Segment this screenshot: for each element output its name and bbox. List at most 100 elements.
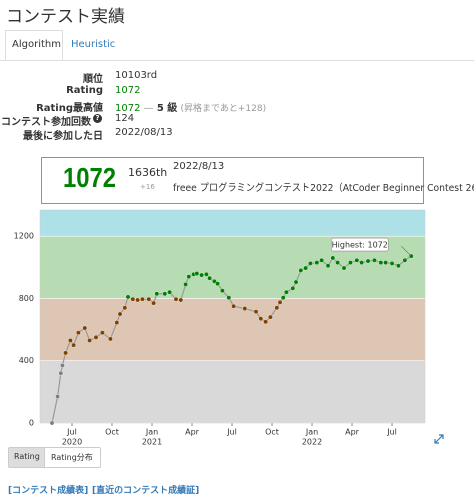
y-tick-label: 400: [19, 356, 34, 365]
latest-diff: +16: [140, 183, 155, 191]
rating-point: [135, 297, 141, 303]
x-tick-label: Jan: [305, 428, 318, 437]
rating-point: [396, 263, 401, 269]
rating-point: [76, 330, 81, 336]
rating-point: [308, 261, 313, 266]
rating-point: [303, 265, 309, 271]
tab-label[interactable]: Heuristic: [71, 39, 116, 50]
rating-point: [314, 260, 320, 266]
rating-point: [68, 338, 73, 343]
x-tick-label: Apr: [345, 428, 360, 437]
x-tick-label: Jul: [226, 428, 237, 437]
rating-point: [284, 289, 289, 295]
expand-icon[interactable]: [432, 432, 446, 446]
note: (昇格まであと+128): [180, 104, 267, 114]
rating-point: [173, 296, 179, 302]
annotation-leader: [401, 245, 412, 257]
rating-point: [277, 299, 283, 305]
page-title: コンテスト実績: [6, 7, 125, 27]
rating-band: [40, 298, 425, 361]
tab-label[interactable]: Algorithm: [12, 39, 61, 50]
annotation-label: Highest: 1072: [332, 241, 388, 250]
rating-point: [212, 278, 217, 284]
rating-point: [162, 291, 168, 297]
rating-point: [253, 309, 259, 315]
rating-point: [402, 257, 408, 263]
rating-point: [325, 263, 331, 269]
rating-point: [82, 325, 88, 331]
rating-point: [341, 265, 347, 271]
x-tick-label: Jul: [386, 428, 397, 437]
x-tick-label: Apr: [185, 428, 200, 437]
chart-tab-label[interactable]: Rating分布: [51, 453, 93, 462]
chart-tab[interactable]: [44, 447, 101, 468]
x-tick-label: Jan: [145, 428, 158, 437]
x-year-label: 2020: [62, 438, 82, 447]
separator: —: [143, 103, 154, 114]
rating-band: [40, 360, 425, 423]
rating-point: [290, 285, 296, 291]
rating-point: [151, 300, 157, 306]
x-year-label: 2021: [142, 438, 162, 447]
rating-point: [274, 305, 280, 311]
tab-active[interactable]: [5, 30, 63, 61]
rating-point: [167, 289, 173, 295]
rating-point: [199, 272, 205, 278]
rating-point: [58, 370, 64, 376]
rating-point: [319, 257, 325, 263]
rating-point: [55, 394, 61, 399]
rating-point: [215, 281, 221, 287]
latest-rating: 1072: [63, 162, 116, 193]
rating-point: [71, 342, 77, 348]
rating-point: [60, 362, 65, 368]
rating-point: [372, 257, 377, 263]
chart-tab-label[interactable]: Rating: [14, 452, 40, 461]
x-year-label: 2022: [302, 438, 322, 447]
rating-point: [348, 260, 353, 266]
rating-point: [280, 295, 286, 301]
dan: 5 級: [156, 103, 178, 114]
rating-point: [186, 274, 192, 280]
rating-point: [220, 288, 225, 294]
rating-point: [130, 296, 136, 302]
rating-point: [268, 314, 273, 320]
latest-place: 1636th: [128, 166, 168, 179]
rating-point: [389, 261, 395, 266]
rating-point: [293, 279, 299, 285]
link[interactable]: [コンテスト成績表]: [8, 486, 89, 496]
link[interactable]: [直近のコンテスト成績証]: [92, 486, 200, 496]
y-tick-label: 800: [19, 294, 34, 303]
rating-point: [383, 260, 389, 266]
rating-point: [140, 296, 145, 302]
y-tick-label: 1200: [14, 232, 34, 241]
help-icon[interactable]: ?: [93, 114, 102, 123]
info-label: コンテスト参加回数: [1, 117, 91, 128]
rating-point: [178, 297, 184, 303]
info-label: 最後に参加した日: [23, 131, 103, 142]
annotation-box: [330, 237, 389, 252]
tab-divider: [0, 60, 474, 61]
x-tick-label: Oct: [265, 428, 279, 437]
y-tick-label: 0: [29, 419, 34, 428]
rating-point: [378, 260, 384, 266]
rating-point: [359, 260, 365, 266]
x-tick-label: Jul: [66, 428, 77, 437]
rating-point: [207, 275, 213, 281]
rating-point: [258, 316, 264, 322]
rating-point: [354, 257, 360, 263]
rating-point: [231, 303, 237, 309]
rating-point: [117, 311, 123, 317]
rating-point: [125, 294, 131, 300]
latest-box: [41, 157, 424, 204]
info-value: 1072 — 5 級 (昇格まであと+128): [115, 99, 266, 114]
info-label: Rating最高値: [36, 103, 103, 114]
x-tick-label: Oct: [105, 428, 119, 437]
rating-point: [146, 296, 152, 302]
rating-point: [226, 295, 232, 301]
plot-frame: [39, 209, 426, 424]
rating-point: [114, 320, 120, 325]
rating-point: [242, 306, 248, 311]
latest-contest: freee プログラミングコンテスト2022（AtCoder Beginner …: [173, 183, 474, 194]
rating-point: [365, 258, 371, 264]
